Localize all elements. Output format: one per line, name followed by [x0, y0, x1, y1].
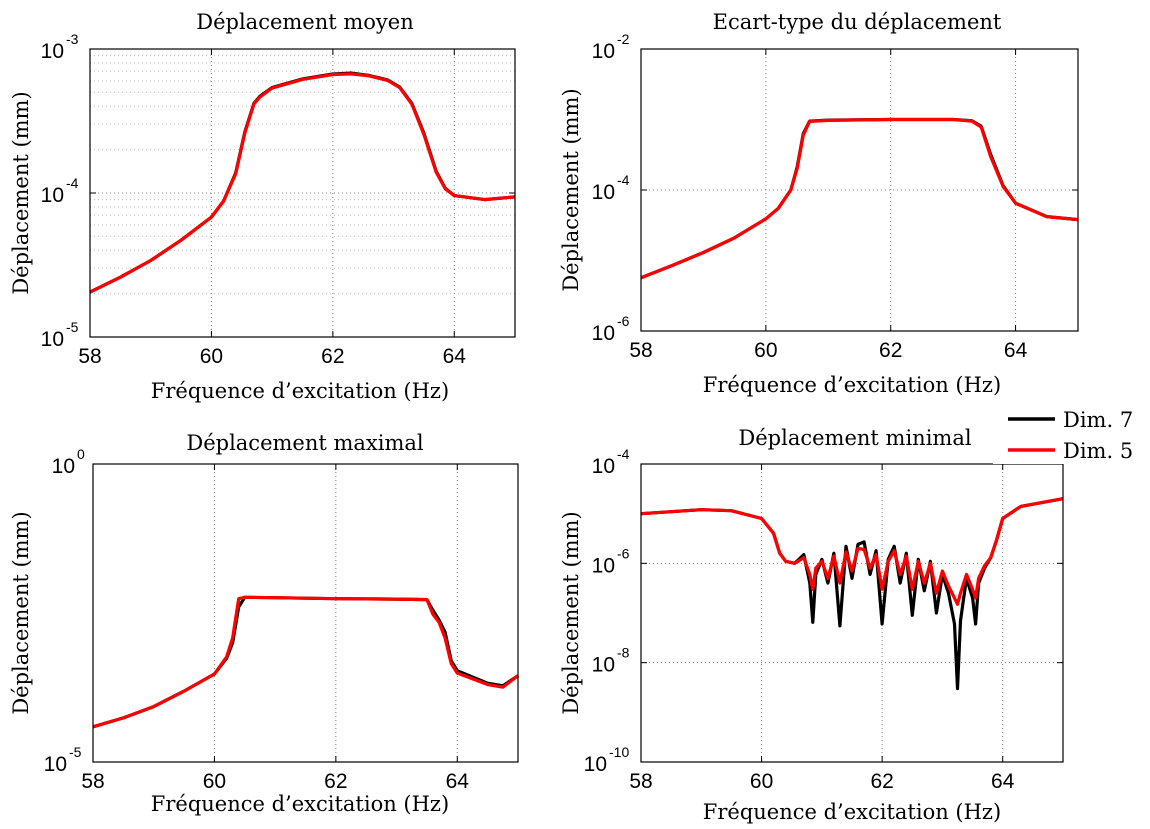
y-tick-exponent: 0	[77, 446, 85, 462]
x-axis-label: Fréquence d’excitation (Hz)	[151, 379, 449, 403]
y-tick-exponent: -3	[66, 31, 79, 47]
y-tick-label: 10	[592, 181, 615, 204]
x-tick-label: 60	[203, 770, 226, 793]
plot-frame	[640, 463, 1064, 763]
y-tick-label: 10	[41, 184, 64, 207]
y-tick-label: 10	[592, 654, 615, 677]
y-tick-label: 10	[592, 455, 615, 478]
x-tick-label: 58	[81, 770, 104, 793]
chart-title: Ecart-type du déplacement	[713, 10, 1002, 34]
legend-box	[993, 402, 1150, 464]
x-tick-label: 58	[629, 339, 652, 362]
x-tick-label: 62	[870, 770, 893, 793]
y-tick-exponent: -8	[617, 645, 630, 661]
x-tick-label: 62	[324, 770, 347, 793]
y-tick-exponent: -10	[609, 744, 629, 760]
x-axis-label: Fréquence d’excitation (Hz)	[151, 792, 449, 816]
y-tick-exponent: -2	[617, 31, 630, 47]
y-tick-label: 10	[41, 328, 64, 351]
legend: Dim. 7 Dim. 5	[993, 402, 1150, 464]
x-tick-label: 64	[443, 345, 467, 368]
y-axis-label: Déplacement (mm)	[559, 88, 583, 291]
y-axis-label: Déplacement (mm)	[9, 511, 33, 714]
x-tick-label: 60	[754, 339, 777, 362]
x-tick-label: 62	[879, 339, 902, 362]
y-tick-label: 10	[52, 455, 75, 478]
plot-frame	[92, 463, 519, 763]
y-tick-label: 10	[41, 40, 64, 63]
legend-label-dim5: Dim. 5	[1063, 439, 1133, 463]
y-axis-label: Déplacement (mm)	[9, 91, 33, 294]
y-tick-label: 10	[584, 753, 607, 776]
y-tick-label: 10	[592, 40, 615, 63]
legend-label-dim7: Dim. 7	[1063, 408, 1133, 432]
y-tick-exponent: -4	[617, 446, 630, 462]
x-axis-label: Fréquence d’excitation (Hz)	[703, 800, 1001, 824]
y-tick-exponent: -5	[69, 744, 82, 760]
chart-title: Déplacement maximal	[186, 431, 424, 455]
x-tick-label: 60	[750, 770, 773, 793]
x-tick-label: 62	[321, 345, 344, 368]
series-line-dim5	[89, 72, 516, 294]
y-tick-label: 10	[44, 753, 67, 776]
y-tick-exponent: -4	[617, 172, 630, 188]
series-line-dim5	[92, 595, 519, 729]
x-tick-label: 64	[991, 770, 1015, 793]
y-tick-exponent: -6	[617, 313, 630, 329]
chart-title: Déplacement moyen	[196, 10, 414, 34]
series-line-dim5	[640, 117, 1079, 280]
x-tick-label: 64	[1004, 339, 1028, 362]
y-tick-exponent: -4	[66, 175, 79, 191]
x-tick-label: 60	[200, 345, 223, 368]
series-line-dim5	[640, 497, 1064, 606]
y-tick-exponent: -6	[617, 545, 630, 561]
x-tick-label: 64	[446, 770, 470, 793]
x-axis-label: Fréquence d’excitation (Hz)	[703, 373, 1001, 397]
y-tick-label: 10	[592, 554, 615, 577]
x-tick-label: 58	[78, 345, 101, 368]
y-tick-exponent: -5	[66, 319, 79, 335]
chart-title: Déplacement minimal	[738, 426, 971, 450]
y-axis-label: Déplacement (mm)	[559, 511, 583, 714]
x-tick-label: 58	[629, 770, 652, 793]
y-tick-label: 10	[592, 322, 615, 345]
